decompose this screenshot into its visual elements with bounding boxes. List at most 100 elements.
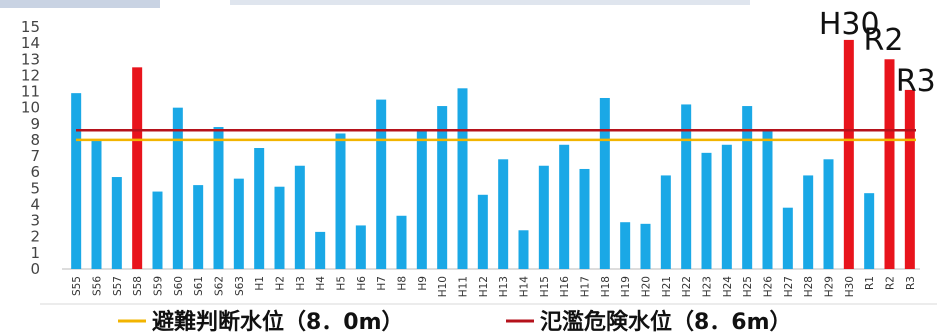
x-tick-label: H3 — [295, 276, 307, 291]
bar-r2 — [884, 59, 895, 270]
bar-h9 — [416, 130, 427, 269]
bar-h20 — [640, 223, 651, 269]
annotation-r2: R2 — [864, 23, 904, 58]
bar-s57 — [111, 177, 122, 269]
y-tick-label: 2 — [30, 228, 40, 246]
bar-h8 — [396, 215, 407, 269]
x-tick-label: S61 — [193, 276, 205, 296]
x-tick-label: H11 — [458, 276, 470, 297]
y-tick-label: 10 — [21, 99, 40, 117]
x-axis-labels: S55 S56 S57 S58 S59 S60 S61 S62 S63 H1 H2 H3 H4 H5 H6 H… — [71, 276, 917, 298]
x-tick-label: H16 — [559, 276, 571, 298]
bar-h7 — [376, 99, 387, 269]
y-tick-label: 11 — [21, 83, 40, 101]
top-decoration — [0, 0, 750, 8]
x-tick-label: S59 — [153, 276, 165, 296]
bar-s55 — [71, 93, 82, 269]
bar-s56 — [91, 139, 102, 269]
x-tick-label: S57 — [112, 276, 124, 296]
bar-h4 — [315, 231, 326, 269]
bars — [71, 39, 915, 270]
y-tick-label: 7 — [30, 147, 40, 165]
x-tick-label: S63 — [234, 276, 246, 296]
y-tick-label: 3 — [30, 212, 40, 230]
x-tick-label: R3 — [905, 276, 917, 290]
x-tick-label: H8 — [397, 276, 409, 291]
x-tick-label: S56 — [92, 276, 104, 296]
x-tick-label: S62 — [214, 276, 226, 296]
bar-h18 — [599, 97, 610, 269]
x-tick-label: H19 — [620, 276, 632, 297]
legend-label-2: 氾濫危険水位（8．6m） — [540, 309, 792, 335]
x-tick-label: H22 — [681, 276, 693, 297]
bar-h15 — [538, 165, 549, 269]
bar-h21 — [660, 175, 671, 269]
bar-s62 — [213, 127, 224, 269]
x-tick-label: H10 — [437, 276, 449, 297]
x-tick-label: H20 — [641, 276, 653, 297]
x-tick-label: H26 — [763, 276, 775, 298]
annotation-r3: R3 — [896, 64, 936, 99]
x-tick-label: H7 — [376, 276, 388, 291]
legend: 避難判断水位（8．0m） 氾濫危険水位（8．6m） — [118, 309, 792, 335]
bar-s61 — [193, 185, 204, 269]
x-tick-label: S60 — [173, 276, 185, 296]
x-tick-label: H28 — [803, 276, 815, 297]
reference-lines — [76, 129, 916, 142]
legend-label-1: 避難判断水位（8．0m） — [152, 309, 404, 335]
x-tick-label: H18 — [600, 276, 612, 297]
bar-r3 — [904, 89, 915, 269]
x-tick-label: H30 — [844, 276, 856, 297]
y-tick-label: 13 — [21, 50, 40, 68]
y-tick-label: 14 — [21, 34, 40, 52]
bar-h25 — [742, 106, 753, 269]
bar-s63 — [233, 178, 244, 269]
y-tick-label: 1 — [30, 244, 40, 262]
bar-h17 — [579, 168, 590, 269]
y-tick-label: 9 — [30, 115, 40, 133]
bar-h3 — [294, 165, 305, 269]
x-tick-label: H14 — [519, 276, 531, 298]
bar-h23 — [701, 152, 712, 269]
y-tick-label: 8 — [30, 131, 40, 149]
x-tick-label: H27 — [783, 276, 795, 297]
x-tick-label: H2 — [275, 276, 287, 291]
x-tick-label: H9 — [417, 276, 429, 291]
bar-h2 — [274, 186, 285, 269]
y-tick-label: 12 — [21, 66, 40, 84]
annotation-h30: H30 — [819, 7, 880, 42]
bar-s59 — [152, 191, 163, 269]
x-tick-label: H23 — [702, 276, 714, 297]
x-tick-label: R2 — [885, 276, 897, 290]
bar-h5 — [335, 133, 346, 269]
bar-h19 — [620, 222, 631, 269]
bar-s58 — [132, 67, 143, 269]
x-tick-label: H21 — [661, 276, 673, 297]
y-tick-label: 6 — [30, 163, 40, 181]
x-tick-label: H25 — [742, 276, 754, 297]
bar-h28 — [803, 175, 814, 269]
bar-h10 — [437, 106, 448, 269]
y-tick-label: 15 — [21, 18, 40, 36]
x-tick-label: H13 — [498, 276, 510, 297]
bar-h12 — [477, 194, 488, 269]
bar-h14 — [518, 230, 529, 269]
bar-h13 — [498, 159, 509, 269]
bar-h11 — [457, 88, 468, 269]
x-tick-label: H12 — [478, 276, 490, 297]
x-tick-label: S58 — [132, 276, 144, 296]
bar-s60 — [172, 107, 183, 270]
x-tick-label: H4 — [315, 276, 327, 291]
bar-h29 — [823, 159, 834, 269]
bar-h26 — [762, 130, 773, 269]
bar-h6 — [355, 225, 366, 269]
x-tick-label: H15 — [539, 276, 551, 297]
bar-h22 — [681, 104, 692, 269]
x-tick-label: R1 — [864, 276, 876, 290]
x-tick-label: H5 — [336, 276, 348, 291]
y-tick-label: 5 — [30, 179, 40, 197]
bar-h24 — [721, 144, 732, 269]
